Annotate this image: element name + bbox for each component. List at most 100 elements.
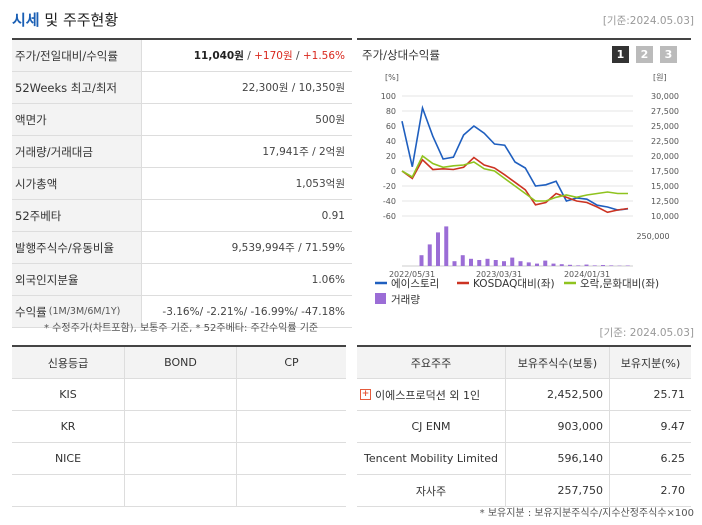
x-tick-label: 2022/05/31 — [389, 270, 435, 279]
volume-bar — [559, 264, 564, 266]
volume-bar — [419, 255, 424, 266]
credit-bond — [124, 475, 236, 506]
holder-name: 자사주 — [415, 484, 447, 498]
stock-row-label: 거래량/거래대금 — [12, 136, 142, 167]
stock-row-value: 1.06% — [311, 273, 345, 286]
left-tick-label: 60 — [386, 122, 396, 131]
holder-row[interactable]: + 이에스프로덕션 외 1인 2,452,500 25.71 — [357, 379, 691, 411]
credit-bond — [124, 443, 236, 474]
volume-bar — [427, 244, 432, 266]
chart-gridlines — [402, 95, 633, 267]
chart-page-1-button[interactable]: 1 — [612, 46, 629, 63]
credit-row: KR — [12, 411, 346, 443]
stock-row-52week: 52Weeks 최고/최저 22,300원 / 10,350원 — [12, 72, 352, 104]
credit-row: KIS — [12, 379, 346, 411]
expand-icon[interactable]: + — [360, 389, 371, 400]
holder-pct: 9.47 — [609, 411, 691, 442]
volume-bar — [568, 264, 572, 266]
legend-label: 에이스토리 — [391, 278, 439, 290]
stock-row-volume: 거래량/거래대금 17,941주 / 2억원 — [12, 136, 352, 168]
right-tick-label: 30,000 — [651, 92, 679, 101]
stock-footnote: * 수정주가(차트포함), 보통주 기준, * 52주베타: 주간수익률 기준 — [44, 323, 319, 334]
current-price: 11,040원 — [193, 50, 244, 62]
credit-row — [12, 475, 346, 507]
volume-bar — [502, 261, 506, 266]
major-holders-table: 주요주주 보유주식수(보통) 보유지분(%) + 이에스프로덕션 외 1인 2,4… — [357, 345, 691, 507]
stock-row-label: 주가/전일대비/수익률 — [12, 40, 142, 71]
holder-name: + 이에스프로덕션 외 1인 — [357, 379, 505, 410]
left-tick-label: 100 — [381, 92, 396, 101]
chart-series — [401, 104, 629, 214]
credit-bond — [124, 411, 236, 442]
holder-shares: 596,140 — [505, 443, 609, 474]
credit-header-row: 신용등급 BOND CP — [12, 347, 346, 379]
stock-row-label: 외국인지분율 — [12, 264, 142, 295]
x-tick-label: 2023/03/31 — [476, 270, 522, 279]
holder-row: CJ ENM 903,000 9.47 — [357, 411, 691, 443]
credit-cp — [236, 443, 346, 474]
holder-row: 자사주 257,750 2.70 — [357, 475, 691, 507]
right-tick-label: 10,000 — [651, 212, 679, 221]
volume-bar — [601, 265, 605, 266]
right-unit: [원] — [653, 73, 667, 82]
chart-page-3-button[interactable]: 3 — [660, 46, 677, 63]
stock-row-label: 52Weeks 최고/최저 — [12, 72, 142, 103]
stock-row-value: 11,040원 / +170원 / +1.56% — [142, 48, 352, 63]
volume-bar — [485, 258, 490, 266]
holder-pct: 2.70 — [609, 475, 691, 506]
volume-bar — [543, 260, 548, 266]
volume-tick-label: 250,000 — [636, 232, 669, 241]
returns-sublabel: (1M/3M/6M/1Y) — [48, 306, 121, 317]
separator: / — [292, 50, 303, 62]
right-axis-ticks: 30,000 27,500 25,000 22,500 20,000 17,500 15,0… — [636, 92, 679, 241]
holders-header-name: 주요주주 — [410, 356, 452, 370]
volume-bars — [419, 226, 630, 266]
holder-shares: 257,750 — [505, 475, 609, 506]
series-line — [401, 154, 628, 202]
stock-row-value: 1,053억원 — [295, 178, 345, 190]
holders-footnote: * 보유지분 : 보유지분주식수/지수산정주식수×100 — [479, 508, 694, 519]
volume-bar — [518, 261, 523, 266]
holder-name: Tencent Mobility Limited — [364, 452, 498, 465]
page-title: 시세 및 주주현황 — [12, 9, 118, 30]
volume-bar — [460, 255, 465, 266]
holders-header-shares: 보유주식수(보통) — [505, 347, 609, 378]
header-date: [기준:2024.05.03] — [602, 15, 694, 27]
credit-agency: KIS — [59, 388, 77, 401]
holder-name-text: 이에스프로덕션 외 1인 — [375, 388, 481, 402]
stock-row-returns: 수익률 (1M/3M/6M/1Y) -3.16%/ -2.21%/ -16.99%… — [12, 296, 352, 328]
stock-row-label: 액면가 — [12, 104, 142, 135]
stock-row-value: 500원 — [315, 114, 345, 126]
right-tick-label: 20,000 — [651, 152, 679, 161]
credit-rating-table: 신용등급 BOND CP KIS KR NICE — [12, 345, 346, 507]
holder-shares: 2,452,500 — [505, 379, 609, 410]
left-tick-label: -40 — [383, 197, 396, 206]
stock-row-market-cap: 시가총액 1,053억원 — [12, 168, 352, 200]
stock-row-value: -3.16%/ -2.21%/ -16.99%/ -47.18% — [162, 305, 345, 318]
left-tick-label: 0 — [391, 167, 396, 176]
stock-row-label: 시가총액 — [12, 168, 142, 199]
stock-row-shares: 발행주식수/유동비율 9,539,994주 / 71.59% — [12, 232, 352, 264]
x-axis-labels: 2022/05/31 2023/03/31 2024/01/31 — [389, 270, 610, 279]
volume-bar — [444, 226, 449, 266]
holder-row: Tencent Mobility Limited 596,140 6.25 — [357, 443, 691, 475]
credit-agency — [12, 475, 124, 506]
legend-label: 오락,문화대비(좌) — [580, 278, 659, 290]
volume-bar — [493, 260, 498, 266]
volume-bar — [469, 258, 473, 266]
right-tick-label: 22,500 — [651, 137, 679, 146]
credit-agency: KR — [60, 420, 76, 433]
legend-label: KOSDAQ대비(좌) — [473, 278, 555, 290]
chart-legend: 에이스토리 KOSDAQ대비(좌) 오락,문화대비(좌) 거래량 — [375, 278, 659, 306]
holders-header-pct: 보유지분(%) — [609, 347, 691, 378]
price-change: +170원 — [254, 50, 293, 62]
returns-label: 수익률 — [15, 304, 47, 319]
legend-label: 거래량 — [391, 294, 420, 306]
stock-row-value: 0.91 — [321, 209, 345, 222]
volume-bar — [584, 264, 589, 266]
series-line — [401, 104, 629, 211]
stock-row-label: 수익률 (1M/3M/6M/1Y) — [12, 296, 142, 327]
series-line — [401, 156, 629, 214]
chart-page-2-button[interactable]: 2 — [636, 46, 653, 63]
credit-cp — [236, 411, 346, 442]
